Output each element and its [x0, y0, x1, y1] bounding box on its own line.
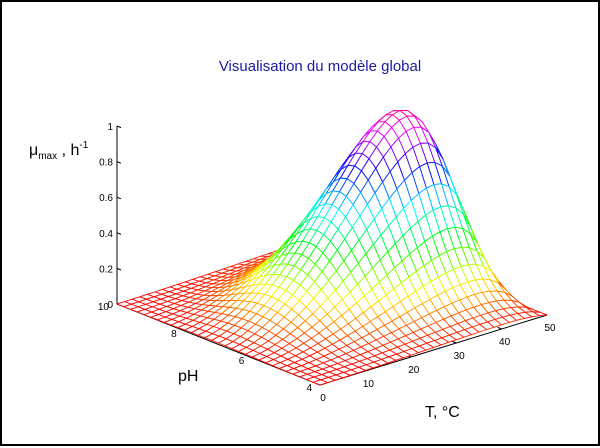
z-tick-label: 0.4: [99, 229, 113, 240]
ph-tick-label: 10: [98, 302, 110, 313]
ph-tick-label: 6: [239, 356, 245, 367]
t-tick-label: 50: [544, 323, 556, 334]
t-tick-label: 20: [408, 365, 420, 376]
z-tick-label: 0.2: [99, 264, 113, 275]
z-tick-mark: [117, 126, 121, 128]
ph-tick-label: 8: [171, 329, 177, 340]
x-axis-label: T, °C: [425, 404, 460, 421]
t-tick-label: 0: [320, 393, 326, 404]
z-axis-label: μmax , h-1: [29, 140, 89, 162]
t-tick-label: 40: [499, 337, 511, 348]
z-tick-mark: [117, 268, 121, 270]
ph-tick-label: 4: [306, 383, 312, 394]
z-axis-label-main: μ: [29, 142, 38, 159]
z-tick-label: 1: [107, 122, 113, 133]
t-tick-label: 30: [454, 351, 466, 362]
z-tick-label: 0.6: [99, 193, 113, 204]
z-tick-mark: [117, 162, 121, 164]
z-axis-label-sub: max: [38, 151, 57, 162]
t-tick-mark: [498, 327, 502, 329]
surface-mesh: [117, 110, 547, 385]
chart-title: Visualisation du modèle global: [219, 58, 421, 75]
z-tick-mark: [117, 197, 121, 199]
z-tick-mark: [117, 233, 121, 235]
z-axis-label-sup: -1: [79, 140, 88, 151]
z-axis-label-mid: , h: [57, 142, 79, 159]
y-axis-label: pH: [178, 368, 198, 385]
t-tick-mark: [452, 341, 456, 343]
z-tick-label: 0.8: [99, 158, 113, 169]
t-tick-label: 10: [363, 379, 375, 390]
